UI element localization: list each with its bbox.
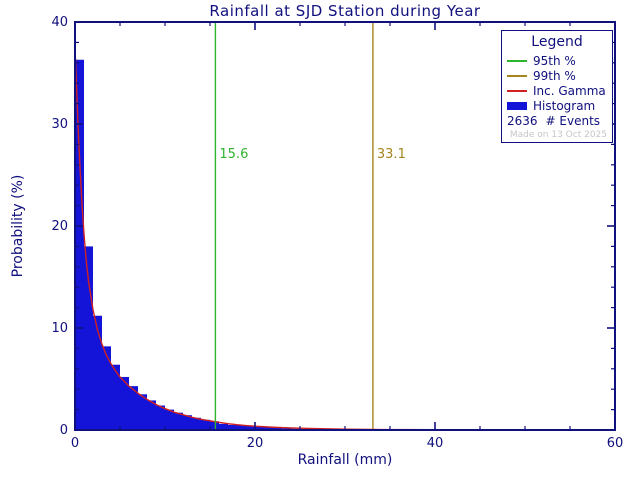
histogram-bar (165, 409, 174, 430)
events-count: 2636 (507, 113, 538, 128)
chart-title: Rainfall at SJD Station during Year (209, 2, 481, 20)
y-tick-label: 30 (51, 117, 68, 132)
y-tick-label: 20 (51, 219, 68, 234)
legend-swatch-histogram-bar (507, 101, 527, 110)
y-axis-label: Probability (%) (10, 174, 26, 278)
histogram-bar (246, 425, 255, 430)
legend-box: Legend 95th % 99th % Inc. Gamma Histogra… (501, 30, 613, 143)
p95-value-label: 15.6 (219, 147, 248, 162)
legend-swatch-99th-line (507, 74, 527, 77)
histogram-bar (120, 376, 129, 430)
y-tick-label: 0 (60, 423, 68, 438)
x-axis-label: Rainfall (mm) (297, 452, 393, 468)
p99-value-label: 33.1 (377, 147, 406, 162)
histogram-bar (111, 364, 120, 430)
legend-swatch-gamma-line (507, 89, 527, 92)
events-label: # Events (545, 113, 601, 128)
histogram-bar (237, 425, 246, 430)
x-tick-label: 0 (71, 436, 79, 451)
x-tick-label: 40 (427, 436, 444, 451)
histogram-bar (156, 405, 165, 430)
legend-label-99th: 99th % (533, 68, 576, 83)
histogram-bar (201, 419, 210, 430)
histogram-bar (93, 315, 102, 430)
histogram-bar (228, 424, 237, 430)
histogram-bar (129, 386, 138, 430)
legend-item-95th: 95th % (507, 53, 607, 68)
legend-title: Legend (531, 34, 583, 50)
x-tick-label: 20 (247, 436, 264, 451)
legend-item-gamma: Inc. Gamma (507, 83, 607, 98)
histogram-bar (147, 400, 156, 430)
histogram-bar (210, 421, 219, 430)
y-tick-label: 40 (51, 15, 68, 30)
legend-item-99th: 99th % (507, 68, 607, 83)
histogram-bar (219, 423, 228, 430)
histogram-bar (84, 246, 93, 430)
legend-swatch-95th-line (507, 59, 527, 62)
histogram-bar (102, 346, 111, 430)
x-tick-label: 60 (607, 436, 624, 451)
y-tick-label: 10 (51, 321, 68, 336)
made-on-text: Made on 13 Oct 2025 (509, 130, 607, 140)
histogram-bar (264, 427, 273, 430)
legend-item-histogram: Histogram (507, 98, 607, 113)
histogram-bar (192, 417, 201, 430)
histogram-bar (174, 412, 183, 430)
legend-item-events: 2636 # Events (507, 113, 607, 128)
legend-label-histogram: Histogram (533, 98, 596, 113)
histogram-bar (75, 59, 84, 431)
legend-label-gamma: Inc. Gamma (533, 83, 606, 98)
histogram-bar (183, 415, 192, 430)
histogram-bar (138, 394, 147, 430)
histogram-bar (255, 426, 264, 430)
legend-label-95th: 95th % (533, 53, 576, 68)
histogram-bar (273, 427, 282, 430)
